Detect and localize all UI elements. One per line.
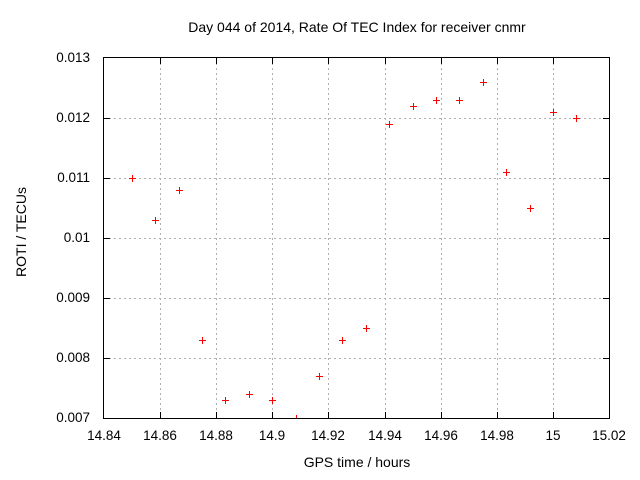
data-point-marker [293, 415, 300, 419]
x-tick-mark [216, 412, 217, 418]
marker-vertical-bar [249, 391, 250, 398]
y-tick-label: 0.008 [56, 350, 90, 365]
x-tick-mark [385, 412, 386, 418]
x-tick-label: 14.84 [87, 428, 121, 443]
x-tick-label: 14.86 [143, 428, 177, 443]
x-tick-mark [272, 412, 273, 418]
marker-vertical-bar [179, 187, 180, 194]
x-tick-label: 14.94 [368, 428, 402, 443]
data-point-marker [363, 325, 370, 332]
data-point-marker [503, 169, 510, 176]
data-point-marker [152, 217, 159, 224]
x-tick-mark [553, 58, 554, 64]
y-tick-label: 0.013 [56, 50, 90, 65]
grid-line-y [104, 358, 609, 359]
y-tick-mark [603, 358, 609, 359]
x-tick-mark [160, 412, 161, 418]
x-tick-mark [160, 58, 161, 64]
x-tick-mark [328, 412, 329, 418]
y-tick-mark [603, 178, 609, 179]
data-point-marker [480, 79, 487, 86]
x-tick-mark [272, 58, 273, 64]
y-tick-mark [104, 118, 110, 119]
marker-vertical-bar [459, 97, 460, 104]
marker-vertical-bar [202, 337, 203, 344]
marker-vertical-bar [530, 205, 531, 212]
x-tick-mark [328, 58, 329, 64]
y-tick-mark [603, 238, 609, 239]
data-point-marker [573, 115, 580, 122]
marker-vertical-bar [225, 397, 226, 404]
marker-vertical-bar [553, 109, 554, 116]
data-point-marker [527, 205, 534, 212]
data-point-marker [456, 97, 463, 104]
x-tick-mark [441, 412, 442, 418]
marker-vertical-bar [366, 325, 367, 332]
marker-vertical-bar [342, 337, 343, 344]
data-point-marker [386, 121, 393, 128]
data-point-marker [433, 97, 440, 104]
marker-vertical-bar [389, 121, 390, 128]
marker-vertical-bar [272, 397, 273, 404]
data-point-marker [316, 373, 323, 380]
y-tick-label: 0.009 [56, 290, 90, 305]
grid-line-y [104, 238, 609, 239]
marker-vertical-bar [319, 373, 320, 380]
marker-vertical-bar [413, 103, 414, 110]
x-tick-label: 14.96 [424, 428, 458, 443]
y-tick-mark [603, 118, 609, 119]
grid-line-y [104, 118, 609, 119]
x-axis-title: GPS time / hours [303, 454, 411, 470]
data-point-marker [222, 397, 229, 404]
data-point-marker [269, 397, 276, 404]
x-tick-label: 14.9 [258, 428, 286, 443]
x-tick-label: 14.92 [311, 428, 345, 443]
x-tick-label: 14.88 [199, 428, 233, 443]
marker-horizontal-bar [293, 418, 300, 419]
y-tick-label: 0.012 [56, 110, 90, 125]
data-point-marker [176, 187, 183, 194]
x-tick-label: 15 [545, 428, 561, 443]
plot-area [103, 57, 610, 419]
data-point-marker [550, 109, 557, 116]
data-point-marker [410, 103, 417, 110]
marker-vertical-bar [506, 169, 507, 176]
data-point-marker [246, 391, 253, 398]
y-tick-mark [104, 298, 110, 299]
marker-vertical-bar [436, 97, 437, 104]
marker-vertical-bar [155, 217, 156, 224]
y-tick-mark [603, 298, 609, 299]
marker-vertical-bar [576, 115, 577, 122]
grid-line-y [104, 178, 609, 179]
data-point-marker [339, 337, 346, 344]
x-tick-mark [497, 58, 498, 64]
y-tick-label: 0.01 [63, 230, 90, 245]
y-tick-mark [104, 238, 110, 239]
marker-vertical-bar [132, 175, 133, 182]
y-tick-mark [104, 178, 110, 179]
data-point-marker [199, 337, 206, 344]
x-tick-mark [553, 412, 554, 418]
grid-line-y [104, 298, 609, 299]
x-tick-mark [385, 58, 386, 64]
y-tick-mark [104, 358, 110, 359]
marker-vertical-bar [296, 415, 297, 418]
x-tick-mark [216, 58, 217, 64]
y-tick-label: 0.007 [56, 410, 90, 425]
marker-vertical-bar [483, 79, 484, 86]
x-tick-mark [441, 58, 442, 64]
x-tick-label: 14.98 [480, 428, 514, 443]
y-tick-label: 0.011 [57, 170, 90, 185]
x-tick-label: 15.02 [592, 428, 626, 443]
x-tick-mark [497, 412, 498, 418]
data-point-marker [129, 175, 136, 182]
chart-title: Day 044 of 2014, Rate Of TEC Index for r… [188, 19, 526, 35]
